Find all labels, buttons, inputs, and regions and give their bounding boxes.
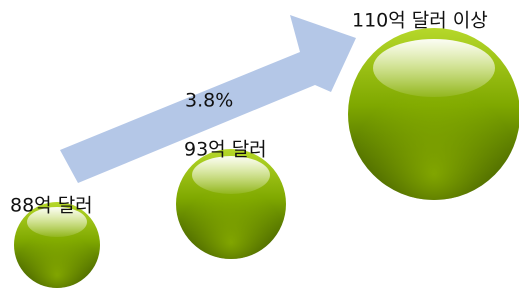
sphere <box>176 149 286 259</box>
node-label: 88억 달러 <box>10 195 93 217</box>
sphere <box>348 28 519 200</box>
page: 88억 달러 93억 달러 110억 달러 이상 3.8% (() => { c… <box>0 0 519 291</box>
node-label: 93억 달러 <box>184 139 267 161</box>
node-label: 110억 달러 이상 <box>352 10 488 32</box>
arrow-label: 3.8% <box>185 90 233 112</box>
diagram: 88억 달러 93억 달러 110억 달러 이상 3.8% <box>0 0 519 291</box>
